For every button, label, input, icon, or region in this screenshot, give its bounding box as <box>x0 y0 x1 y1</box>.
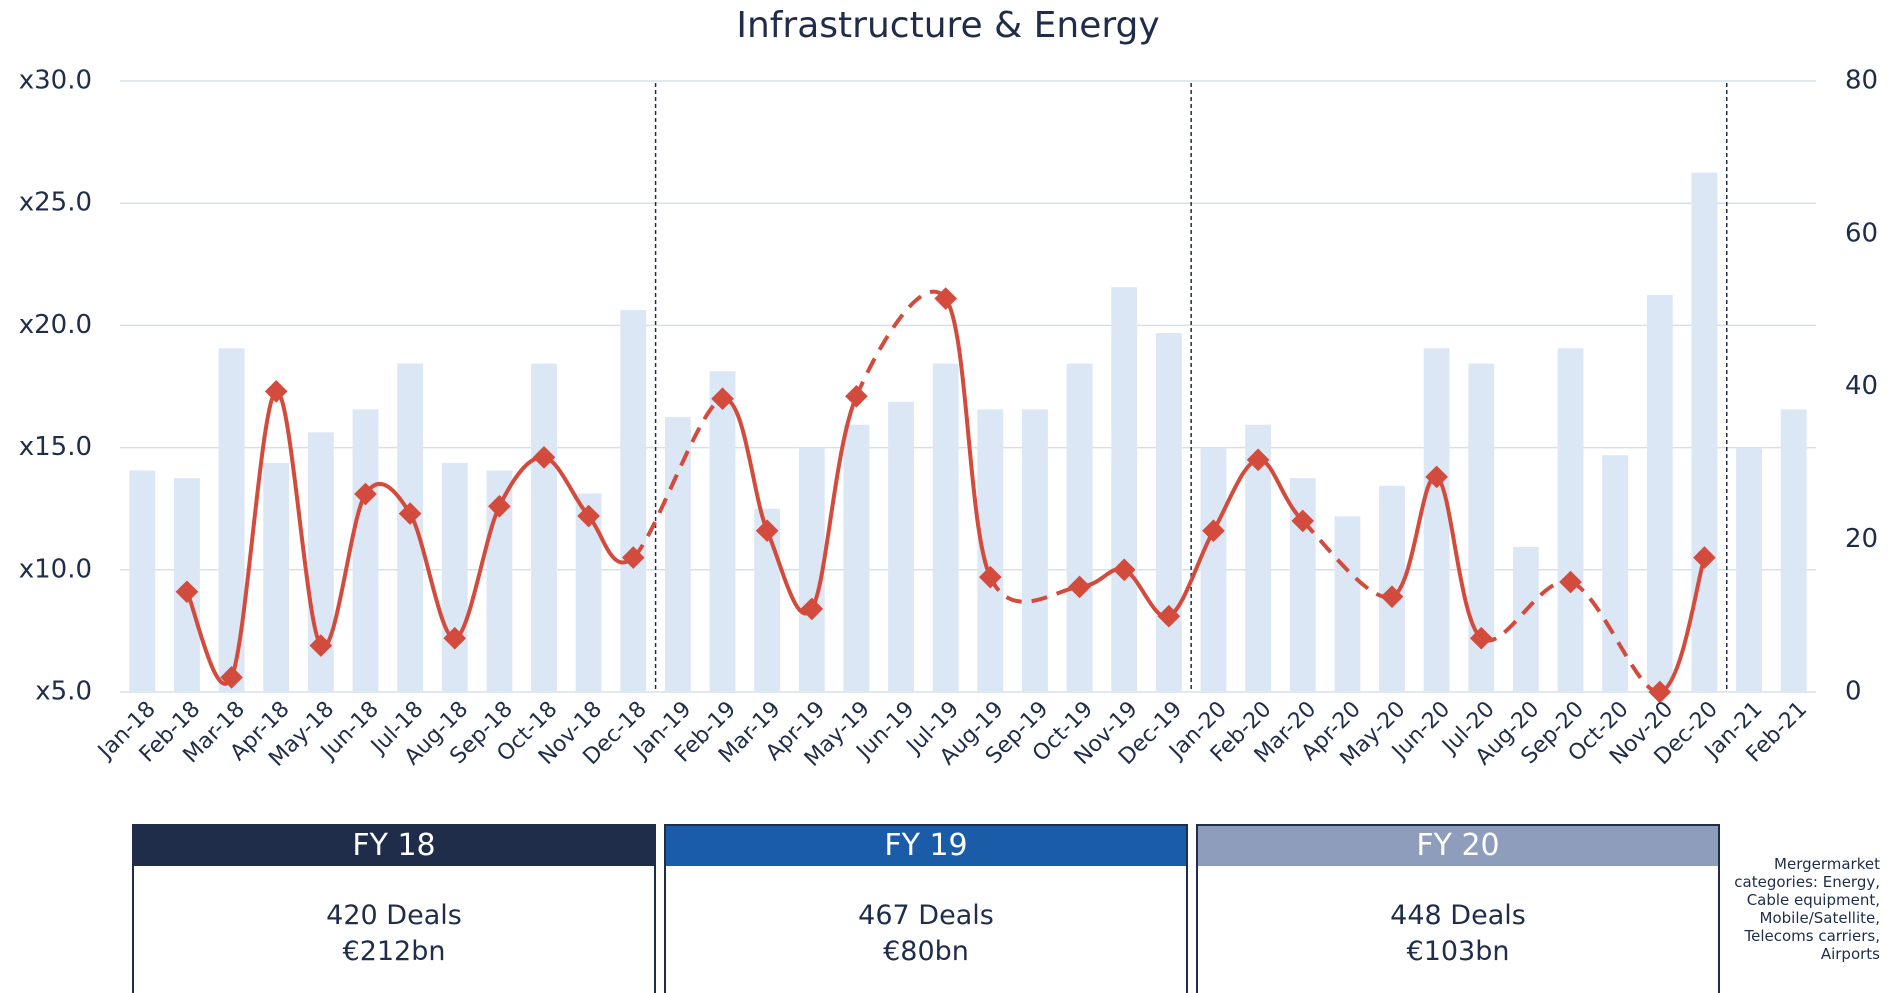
marker <box>1469 626 1493 650</box>
bar <box>798 447 825 692</box>
gap-bridge <box>854 289 948 398</box>
fy-panel: FY 20 448 Deals €103bn <box>1196 824 1720 993</box>
y-tick-label: x25.0 <box>19 188 92 218</box>
marker <box>354 482 377 506</box>
bar <box>932 363 959 692</box>
bar <box>441 462 468 692</box>
marker <box>934 287 957 310</box>
marker <box>1246 448 1270 472</box>
panel-line: 420 Deals <box>326 900 462 931</box>
marker <box>309 634 333 657</box>
marker <box>1648 680 1672 704</box>
marker <box>1068 575 1091 599</box>
bar <box>1111 287 1138 692</box>
panel-line: 467 Deals <box>858 900 994 931</box>
marker <box>800 597 824 621</box>
fy-panel: FY 18 420 Deals €212bn <box>132 824 656 993</box>
marker <box>1559 570 1582 594</box>
bar <box>352 409 379 692</box>
bar <box>397 363 424 692</box>
bar <box>263 462 290 692</box>
bar <box>1334 516 1361 692</box>
y2-tick-label: 20 <box>1845 524 1878 554</box>
panel-body: 420 Deals €212bn <box>134 866 654 970</box>
fy-panel: FY 19 467 Deals €80bn <box>664 824 1188 993</box>
bar <box>888 401 914 692</box>
bar <box>531 363 557 692</box>
chart-title: Infrastructure & Energy <box>736 5 1159 46</box>
bar <box>1602 455 1629 692</box>
panel-title: FY 20 <box>1198 826 1718 866</box>
line <box>943 297 993 578</box>
marker <box>1202 519 1225 543</box>
bar <box>620 310 647 692</box>
line <box>1658 556 1707 694</box>
y2-tick-label: 40 <box>1845 371 1878 401</box>
bar <box>129 470 156 692</box>
bar <box>1200 447 1227 692</box>
panel-line: €212bn <box>342 936 446 967</box>
y2-tick-label: 0 <box>1845 677 1862 707</box>
chart: Infrastructure & Energy x5.0 x10.0 x15.0 x2… <box>19 5 1878 772</box>
bar <box>1022 409 1048 692</box>
bar <box>1066 363 1093 692</box>
y-tick-label: x20.0 <box>19 310 92 340</box>
y2-tick-label: 80 <box>1845 66 1878 96</box>
marker <box>398 502 422 525</box>
marker <box>755 519 779 543</box>
marker <box>1157 604 1181 628</box>
bar <box>1423 348 1450 692</box>
bar <box>1155 333 1182 692</box>
y-tick-label: x15.0 <box>19 432 92 462</box>
panel-body: 467 Deals €80bn <box>666 866 1186 970</box>
marker <box>1693 546 1716 569</box>
marker <box>1291 509 1315 533</box>
note: Mergermarket categories: Energy, Cable e… <box>1734 855 1880 963</box>
marker <box>1380 585 1404 608</box>
gap-bridge <box>631 396 724 560</box>
bar <box>1646 294 1673 692</box>
bar <box>1691 172 1718 692</box>
bar <box>1780 409 1807 692</box>
marker <box>621 546 645 569</box>
marker <box>1112 558 1136 582</box>
y-tick-label: x30.0 <box>19 66 92 96</box>
bar <box>709 371 736 692</box>
panel-line: €103bn <box>1406 936 1510 967</box>
marker <box>443 626 467 650</box>
panel-title: FY 18 <box>134 826 654 866</box>
marker <box>979 565 1002 589</box>
panel-line: €80bn <box>883 936 969 967</box>
line <box>722 395 859 616</box>
panel-line: 448 Deals <box>1390 900 1526 931</box>
line-series <box>175 287 1716 704</box>
panel-body: 448 Deals €103bn <box>1198 866 1718 970</box>
marker <box>711 387 734 411</box>
marker <box>264 380 288 403</box>
marker <box>1425 465 1448 489</box>
bar <box>1736 447 1762 692</box>
y2-tick-label: 60 <box>1845 218 1878 248</box>
bar <box>843 424 870 692</box>
gap-bridge <box>1569 580 1661 694</box>
bar <box>1512 546 1539 692</box>
marker <box>845 384 868 408</box>
panel-title: FY 19 <box>666 826 1186 866</box>
y-tick-label: x5.0 <box>35 677 92 707</box>
bar <box>664 417 691 692</box>
marker <box>532 446 556 469</box>
y-tick-label: x10.0 <box>19 554 92 584</box>
bar <box>1557 348 1584 692</box>
